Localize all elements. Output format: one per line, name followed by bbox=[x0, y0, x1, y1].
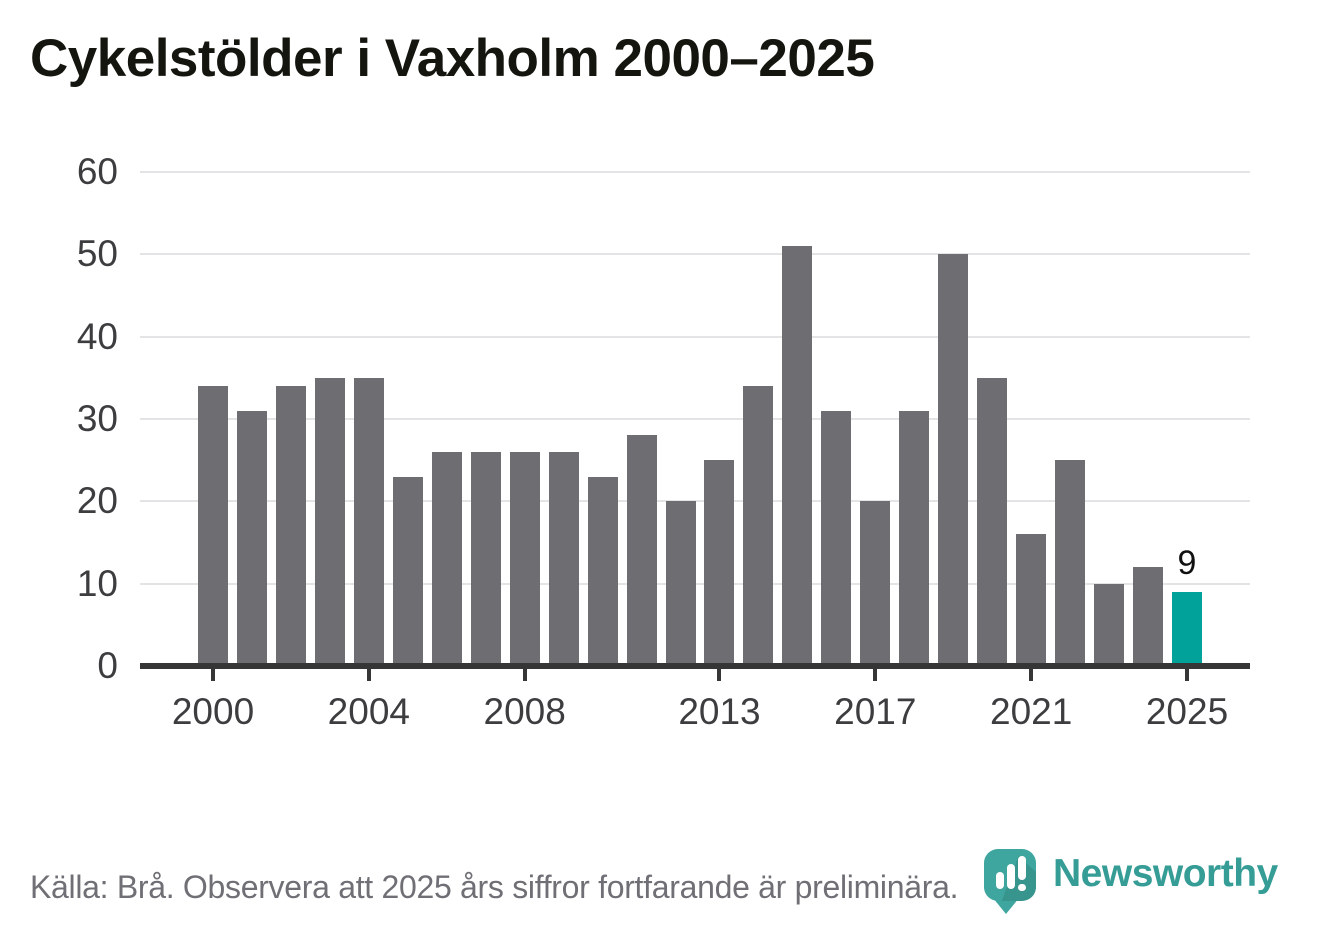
bar-2000 bbox=[198, 386, 228, 666]
x-axis-label-2004: 2004 bbox=[327, 691, 410, 732]
x-axis-tick-2017 bbox=[873, 666, 878, 681]
y-axis-label-20: 20 bbox=[76, 480, 118, 522]
x-axis-label-2013: 2013 bbox=[678, 691, 761, 732]
x-axis-tick-2008 bbox=[522, 666, 527, 681]
y-axis-label-10: 10 bbox=[76, 562, 118, 604]
bar-2020 bbox=[977, 377, 1008, 666]
bar-2023 bbox=[1094, 583, 1125, 666]
y-axis-label-30: 30 bbox=[76, 398, 118, 439]
x-axis-label-2021: 2021 bbox=[990, 691, 1073, 732]
logo-bubble bbox=[984, 849, 1036, 901]
bar-2012 bbox=[665, 501, 696, 666]
bar-2024 bbox=[1133, 567, 1164, 666]
bar-2025 bbox=[1172, 591, 1202, 666]
bar-2016 bbox=[821, 410, 852, 666]
y-axis-label-60: 60 bbox=[76, 151, 118, 192]
x-axis-line bbox=[140, 663, 1250, 669]
x-axis-tick-2013 bbox=[717, 666, 722, 681]
bar-2019 bbox=[938, 254, 969, 666]
bar-2005 bbox=[392, 476, 423, 666]
x-axis-label-2017: 2017 bbox=[834, 691, 917, 732]
source-note: Källa: Brå. Observera att 2025 års siffr… bbox=[30, 869, 959, 905]
y-axis-label-50: 50 bbox=[76, 233, 118, 275]
bar-2015 bbox=[782, 246, 813, 666]
bar-2004 bbox=[353, 377, 384, 666]
logo-chart-bar-medium bbox=[1007, 864, 1015, 889]
y-axis-label-0: 0 bbox=[97, 645, 118, 686]
bar-2008 bbox=[509, 451, 540, 666]
x-axis-label-2025: 2025 bbox=[1145, 691, 1229, 732]
x-axis-label-2008: 2008 bbox=[483, 691, 566, 732]
bar-2013 bbox=[704, 460, 735, 666]
logo-bubble-tail bbox=[993, 898, 1019, 914]
y-axis-label-40: 40 bbox=[76, 315, 118, 357]
x-axis-tick-2021 bbox=[1029, 666, 1034, 681]
logo-chart-bar-small bbox=[996, 872, 1004, 889]
x-axis-label-2000: 2000 bbox=[171, 691, 255, 732]
bar-2007 bbox=[470, 451, 501, 666]
bar-2018 bbox=[899, 410, 930, 666]
bar-2006 bbox=[431, 451, 462, 666]
bar-2021 bbox=[1016, 534, 1047, 666]
x-axis-tick-2025 bbox=[1185, 666, 1189, 681]
gridline-60 bbox=[140, 171, 1250, 173]
x-axis-tick-2000 bbox=[211, 666, 215, 681]
newsworthy-logo-icon bbox=[984, 849, 1036, 914]
value-label-2025: 9 bbox=[1177, 543, 1197, 582]
bar-2001 bbox=[236, 410, 267, 666]
bar-2017 bbox=[860, 501, 891, 666]
logo-chart-bar-tall bbox=[1018, 856, 1026, 880]
bar-2002 bbox=[275, 386, 306, 666]
chart-title: Cykelstölder i Vaxholm 2000–2025 bbox=[30, 29, 875, 88]
bar-2022 bbox=[1055, 460, 1086, 666]
gridline-40 bbox=[140, 335, 1250, 338]
plot-area bbox=[140, 171, 1250, 666]
brand-name: Newsworthy bbox=[1053, 852, 1278, 895]
logo-chart-bar-dot bbox=[1018, 884, 1026, 891]
bar-2010 bbox=[587, 476, 618, 666]
bar-2009 bbox=[548, 451, 579, 666]
bar-2014 bbox=[743, 386, 774, 666]
bar-2011 bbox=[626, 435, 657, 666]
gridline-50 bbox=[140, 253, 1250, 256]
bar-2003 bbox=[314, 377, 345, 666]
gridline-30 bbox=[140, 418, 1250, 420]
x-axis-tick-2004 bbox=[366, 666, 371, 681]
